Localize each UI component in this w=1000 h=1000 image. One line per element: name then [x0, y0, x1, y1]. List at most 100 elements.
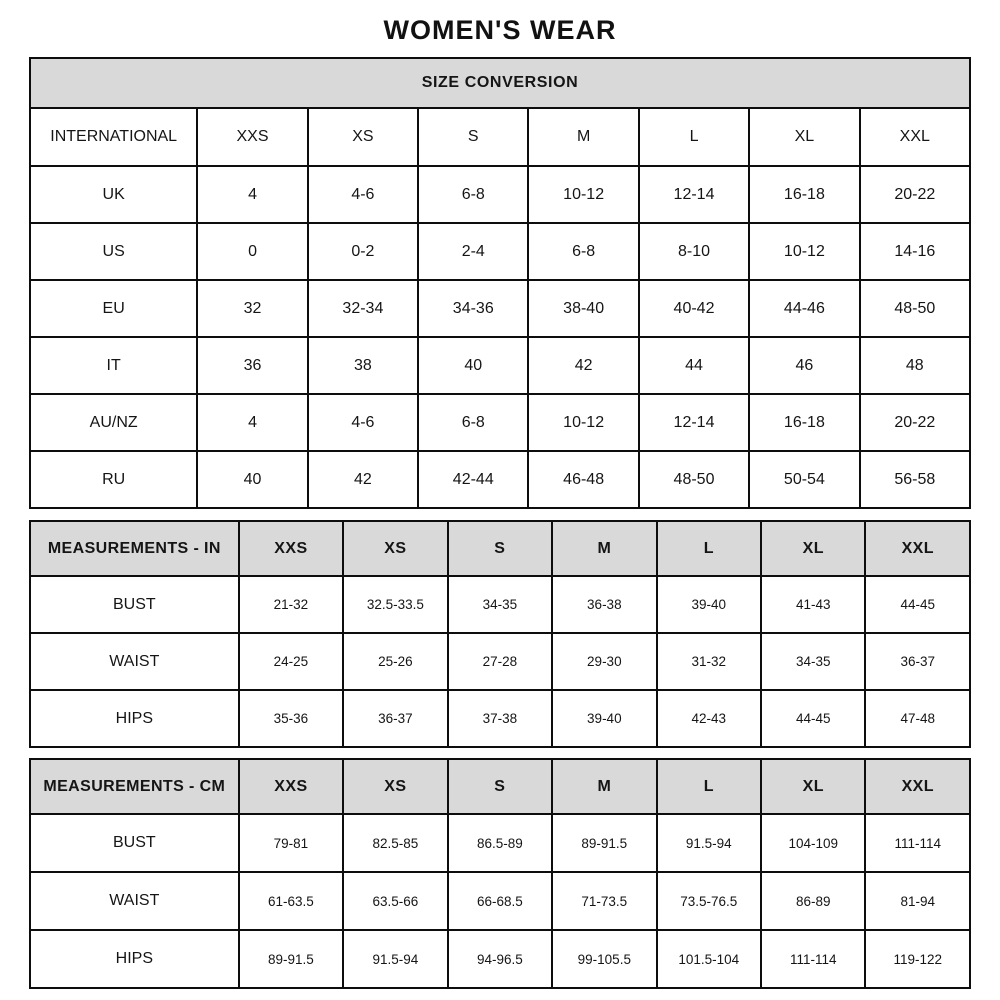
size-cell: 6-8: [417, 165, 530, 224]
row-label: US: [28, 222, 199, 281]
size-cell: 38-40: [527, 279, 640, 338]
column-header-s: S: [446, 758, 554, 815]
measure-cell: 36-38: [551, 575, 658, 634]
measure-cell: 36-37: [342, 689, 449, 748]
size-cell: 10-12: [748, 222, 861, 281]
measure-cell: 37-38: [446, 689, 554, 748]
column-header-m: M: [527, 107, 640, 167]
column-header-xxl: XXL: [858, 107, 972, 167]
table-row-ru: RU 40 42 42-44 46-48 48-50 50-54 56-58: [28, 450, 972, 509]
table-row-bust: BUST 79-81 82.5-85 86.5-89 89-91.5 91.5-…: [29, 813, 971, 873]
size-cell: 6-8: [417, 393, 530, 452]
column-header-l: L: [655, 758, 763, 815]
column-header-xl: XL: [748, 107, 861, 167]
row-label: HIPS: [29, 929, 240, 989]
measure-cell: 81-94: [864, 871, 971, 931]
column-header-xs: XS: [306, 107, 420, 167]
measure-cell: 86-89: [760, 871, 867, 931]
table-row-waist: WAIST 24-25 25-26 27-28 29-30 31-32 34-3…: [29, 632, 971, 691]
size-cell: 48-50: [858, 279, 972, 338]
measure-cell: 104-109: [760, 813, 867, 873]
table-row-it: IT 36 38 40 42 44 46 48: [28, 336, 972, 395]
measure-cell: 44-45: [760, 689, 867, 748]
measure-cell: 42-43: [655, 689, 763, 748]
size-cell: 16-18: [748, 165, 861, 224]
measure-cell: 82.5-85: [342, 813, 449, 873]
size-cell: 32: [196, 279, 309, 338]
size-cell: 20-22: [858, 165, 972, 224]
measure-cell: 86.5-89: [446, 813, 554, 873]
column-header-xxl: XXL: [864, 520, 971, 577]
size-cell: 8-10: [637, 222, 751, 281]
size-cell: 34-36: [417, 279, 530, 338]
measure-cell: 29-30: [551, 632, 658, 691]
table-row-waist: WAIST 61-63.5 63.5-66 66-68.5 71-73.5 73…: [29, 871, 971, 931]
measure-cell: 79-81: [237, 813, 345, 873]
measure-cell: 101.5-104: [655, 929, 763, 989]
size-cell: 16-18: [748, 393, 861, 452]
measure-cell: 91.5-94: [655, 813, 763, 873]
column-header-s: S: [417, 107, 530, 167]
column-header-m: M: [551, 758, 658, 815]
row-label: BUST: [29, 813, 240, 873]
table-row-us: US 0 0-2 2-4 6-8 8-10 10-12 14-16: [28, 222, 972, 281]
measure-cell: 44-45: [864, 575, 971, 634]
measure-cell: 34-35: [446, 575, 554, 634]
measurements-in-table: MEASUREMENTS - IN XXS XS S M L XL XXL BU…: [29, 520, 971, 748]
column-header-xl: XL: [760, 520, 867, 577]
size-cell: 2-4: [417, 222, 530, 281]
measure-cell: 71-73.5: [551, 871, 658, 931]
row-label: WAIST: [29, 871, 240, 931]
measure-cell: 73.5-76.5: [655, 871, 763, 931]
measure-cell: 32.5-33.5: [342, 575, 449, 634]
column-header-xs: XS: [342, 520, 449, 577]
column-header-l: L: [637, 107, 751, 167]
table-banner-row: SIZE CONVERSION: [29, 57, 971, 109]
column-header-xxs: XXS: [237, 758, 345, 815]
size-cell: 6-8: [527, 222, 640, 281]
size-cell: 48-50: [637, 450, 751, 509]
size-cell: 0-2: [306, 222, 420, 281]
measure-cell: 35-36: [237, 689, 345, 748]
column-header-row: MEASUREMENTS - IN XXS XS S M L XL XXL: [29, 520, 971, 577]
column-header-l: L: [655, 520, 763, 577]
size-cell: 10-12: [527, 165, 640, 224]
measure-cell: 91.5-94: [342, 929, 449, 989]
size-cell: 40-42: [637, 279, 751, 338]
measure-cell: 94-96.5: [446, 929, 554, 989]
size-cell: 48: [858, 336, 972, 395]
measure-cell: 89-91.5: [237, 929, 345, 989]
size-cell: 20-22: [858, 393, 972, 452]
size-cell: 38: [306, 336, 420, 395]
size-cell: 0: [196, 222, 309, 281]
size-cell: 46: [748, 336, 861, 395]
size-conversion-table: SIZE CONVERSION INTERNATIONAL XXS XS S M…: [28, 57, 972, 509]
size-cell: 42: [527, 336, 640, 395]
column-header-xxs: XXS: [196, 107, 309, 167]
size-cell: 4-6: [306, 165, 420, 224]
row-label: BUST: [29, 575, 240, 634]
size-cell: 12-14: [637, 393, 751, 452]
measure-cell: 47-48: [864, 689, 971, 748]
measure-cell: 89-91.5: [551, 813, 658, 873]
column-header-m: M: [551, 520, 658, 577]
table-row-hips: HIPS 89-91.5 91.5-94 94-96.5 99-105.5 10…: [29, 929, 971, 989]
measurements-cm-title: MEASUREMENTS - CM: [29, 758, 240, 815]
measure-cell: 34-35: [760, 632, 867, 691]
table-row-eu: EU 32 32-34 34-36 38-40 40-42 44-46 48-5…: [28, 279, 972, 338]
column-header-row: MEASUREMENTS - CM XXS XS S M L XL XXL: [29, 758, 971, 815]
column-header-xxs: XXS: [237, 520, 345, 577]
size-cell: 4: [196, 393, 309, 452]
table-row-uk: UK 4 4-6 6-8 10-12 12-14 16-18 20-22: [28, 165, 972, 224]
measure-cell: 63.5-66: [342, 871, 449, 931]
table-row-aunz: AU/NZ 4 4-6 6-8 10-12 12-14 16-18 20-22: [28, 393, 972, 452]
size-cell: 44-46: [748, 279, 861, 338]
measure-cell: 39-40: [655, 575, 763, 634]
measure-cell: 111-114: [760, 929, 867, 989]
size-cell: 46-48: [527, 450, 640, 509]
measure-cell: 27-28: [446, 632, 554, 691]
column-header-xxl: XXL: [864, 758, 971, 815]
measurements-cm-table: MEASUREMENTS - CM XXS XS S M L XL XXL BU…: [29, 758, 971, 989]
size-conversion-banner: SIZE CONVERSION: [29, 57, 971, 109]
